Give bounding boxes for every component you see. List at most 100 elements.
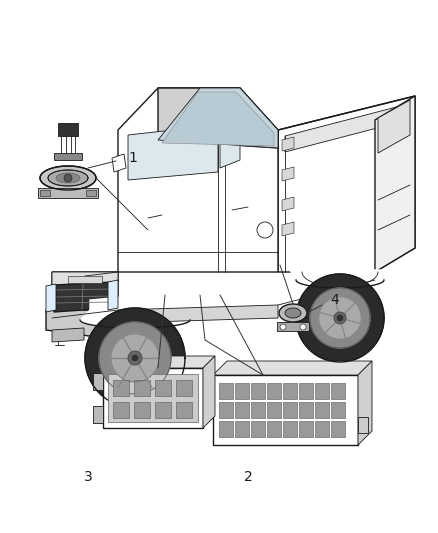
Polygon shape — [299, 383, 313, 399]
Text: 3: 3 — [84, 470, 92, 484]
Polygon shape — [134, 402, 150, 418]
Polygon shape — [285, 308, 301, 318]
Circle shape — [334, 312, 346, 324]
Polygon shape — [128, 125, 218, 180]
Polygon shape — [99, 322, 171, 394]
Polygon shape — [46, 310, 118, 340]
Polygon shape — [315, 421, 329, 437]
Polygon shape — [54, 282, 113, 312]
Polygon shape — [118, 88, 278, 272]
Polygon shape — [235, 421, 249, 437]
Polygon shape — [282, 222, 294, 236]
Polygon shape — [68, 276, 102, 283]
Polygon shape — [103, 356, 215, 368]
Polygon shape — [176, 380, 192, 396]
Polygon shape — [40, 166, 96, 190]
Polygon shape — [219, 421, 233, 437]
Polygon shape — [235, 383, 249, 399]
Polygon shape — [52, 328, 84, 342]
Polygon shape — [108, 374, 198, 422]
Polygon shape — [358, 417, 368, 433]
Circle shape — [257, 222, 273, 238]
Polygon shape — [331, 421, 345, 437]
Circle shape — [64, 174, 72, 182]
Polygon shape — [219, 383, 233, 399]
Polygon shape — [54, 153, 82, 160]
Polygon shape — [213, 361, 372, 375]
Polygon shape — [283, 402, 297, 418]
Polygon shape — [331, 402, 345, 418]
Polygon shape — [283, 421, 297, 437]
Polygon shape — [158, 88, 278, 148]
Polygon shape — [285, 104, 408, 152]
Polygon shape — [251, 383, 265, 399]
Polygon shape — [251, 402, 265, 418]
Circle shape — [280, 324, 286, 330]
Polygon shape — [315, 383, 329, 399]
Polygon shape — [358, 361, 372, 445]
Polygon shape — [52, 272, 118, 310]
Polygon shape — [203, 387, 213, 403]
Polygon shape — [58, 123, 78, 136]
Polygon shape — [282, 197, 294, 211]
Polygon shape — [46, 310, 118, 330]
Polygon shape — [103, 368, 203, 428]
Polygon shape — [299, 421, 313, 437]
Polygon shape — [155, 402, 171, 418]
Polygon shape — [118, 305, 278, 323]
Polygon shape — [279, 304, 307, 322]
Circle shape — [337, 315, 343, 321]
Polygon shape — [113, 402, 129, 418]
Polygon shape — [40, 190, 50, 196]
Polygon shape — [162, 92, 274, 146]
Polygon shape — [111, 334, 159, 382]
Polygon shape — [378, 100, 410, 153]
Polygon shape — [86, 190, 96, 196]
Polygon shape — [176, 402, 192, 418]
Polygon shape — [235, 402, 249, 418]
Polygon shape — [282, 137, 294, 151]
Text: 4: 4 — [330, 293, 339, 307]
Polygon shape — [90, 290, 200, 320]
Polygon shape — [52, 272, 118, 292]
Polygon shape — [331, 383, 345, 399]
Polygon shape — [80, 310, 200, 328]
Polygon shape — [251, 421, 265, 437]
Polygon shape — [46, 284, 56, 312]
Polygon shape — [267, 402, 281, 418]
Polygon shape — [93, 373, 103, 390]
Polygon shape — [299, 402, 313, 418]
Polygon shape — [203, 356, 215, 428]
Polygon shape — [290, 270, 390, 288]
Circle shape — [132, 355, 138, 361]
Polygon shape — [48, 170, 88, 186]
Circle shape — [128, 351, 142, 365]
Polygon shape — [220, 88, 240, 168]
Polygon shape — [282, 167, 294, 181]
Polygon shape — [112, 154, 126, 172]
Polygon shape — [278, 96, 415, 272]
Polygon shape — [85, 308, 185, 408]
Polygon shape — [155, 380, 171, 396]
Polygon shape — [320, 298, 360, 338]
Polygon shape — [113, 380, 129, 396]
Polygon shape — [283, 383, 297, 399]
Polygon shape — [158, 88, 278, 148]
Polygon shape — [93, 406, 103, 423]
Polygon shape — [310, 288, 370, 348]
Text: 2: 2 — [244, 470, 252, 484]
Polygon shape — [108, 280, 118, 310]
Polygon shape — [315, 402, 329, 418]
Polygon shape — [267, 383, 281, 399]
Polygon shape — [277, 322, 309, 331]
Polygon shape — [134, 380, 150, 396]
Polygon shape — [56, 173, 80, 183]
Polygon shape — [267, 421, 281, 437]
Polygon shape — [375, 96, 415, 272]
Polygon shape — [296, 274, 384, 362]
Circle shape — [300, 324, 306, 330]
Text: 1: 1 — [128, 151, 137, 165]
Polygon shape — [38, 188, 98, 198]
Polygon shape — [219, 402, 233, 418]
Polygon shape — [213, 375, 358, 445]
